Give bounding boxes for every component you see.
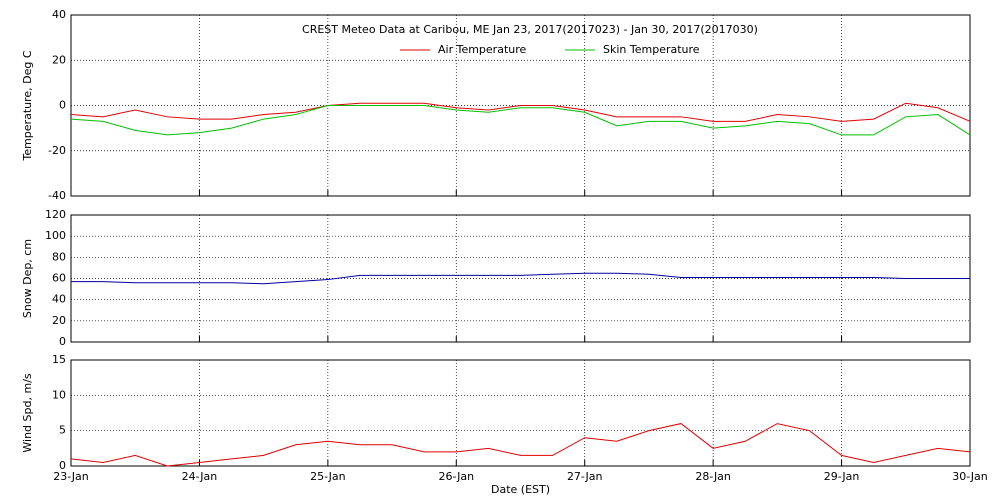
legend-label: Air Temperature — [438, 43, 527, 56]
y-tick-label: 120 — [45, 208, 66, 221]
y-axis-label: Snow Dep, cm — [21, 239, 34, 318]
y-tick-label: 60 — [52, 272, 66, 285]
y-tick-label: 0 — [59, 335, 66, 348]
chart-title: CREST Meteo Data at Caribou, ME Jan 23, … — [302, 23, 758, 36]
y-axis-label: Wind Spd, m/s — [21, 373, 34, 453]
x-tick-label: 26-Jan — [439, 470, 475, 483]
y-tick-label: 20 — [52, 314, 66, 327]
plot-frame — [70, 214, 971, 343]
plot-frame — [70, 359, 971, 467]
y-tick-label: -20 — [48, 144, 66, 157]
x-tick-label: 24-Jan — [182, 470, 218, 483]
y-tick-label: 15 — [52, 353, 66, 366]
x-tick-label: 29-Jan — [824, 470, 860, 483]
y-axis-label: Temperature, Deg C — [21, 50, 34, 161]
data-line — [70, 105, 971, 136]
x-tick-label: 23-Jan — [53, 470, 89, 483]
y-tick-label: 40 — [52, 293, 66, 306]
x-tick-label: 28-Jan — [695, 470, 731, 483]
data-line — [70, 102, 971, 122]
y-tick-label: 100 — [45, 229, 66, 242]
y-tick-label: 20 — [52, 53, 66, 66]
y-tick-label: 5 — [59, 424, 66, 437]
y-tick-label: 0 — [59, 459, 66, 472]
legend-label: Skin Temperature — [603, 43, 700, 56]
x-tick-label: 27-Jan — [567, 470, 603, 483]
y-tick-label: 80 — [52, 250, 66, 263]
data-line — [71, 272, 970, 285]
y-tick-label: 0 — [59, 99, 66, 112]
y-tick-label: 10 — [52, 388, 66, 401]
y-tick-label: -40 — [48, 189, 66, 202]
x-tick-label: 25-Jan — [310, 470, 346, 483]
data-line — [70, 423, 971, 467]
x-axis-label: Date (EST) — [491, 483, 550, 496]
plot-frame — [70, 14, 971, 197]
y-tick-label: 40 — [52, 8, 66, 21]
x-tick-label: 30-Jan — [952, 470, 988, 483]
